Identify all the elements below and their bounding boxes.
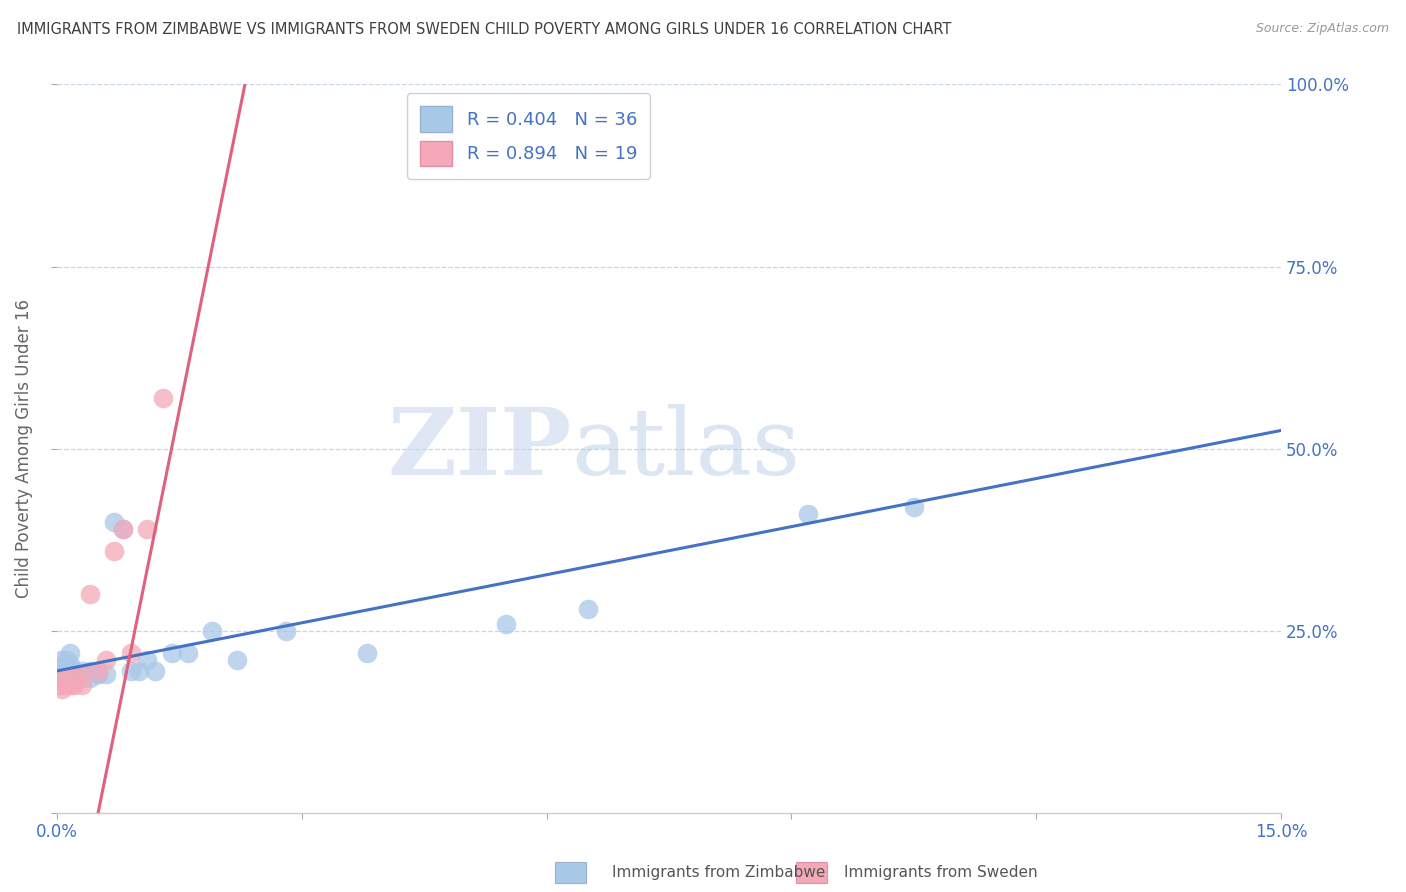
Point [70,671,93,685]
Point [120,646,142,660]
Text: atlas: atlas [571,404,800,493]
Point [201,624,224,638]
Point [136,653,159,667]
Point [136,522,159,536]
Point [55,678,77,692]
Point [576,602,599,616]
Text: Immigrants from Zimbabwe: Immigrants from Zimbabwe [612,865,825,880]
Point [55,671,77,685]
Point [66,667,89,681]
Point [96,653,118,667]
Point [58,678,80,692]
Point [103,515,125,529]
Point [49,653,72,667]
Point [70,678,93,692]
Point [143,664,166,678]
Point [52,664,75,678]
Text: ZIP: ZIP [387,404,571,493]
Point [96,667,118,681]
Point [58,646,80,660]
Point [70,664,93,678]
Point [55,660,77,674]
Point [87,667,110,681]
Point [70,667,93,681]
Point [274,624,297,638]
Text: Immigrants from Sweden: Immigrants from Sweden [844,865,1038,880]
Point [225,653,247,667]
Point [56,664,79,678]
Point [87,667,110,681]
Point [128,664,150,678]
Point [111,522,134,536]
Point [56,674,79,689]
Point [79,671,101,685]
Point [79,664,101,678]
Point [797,507,820,521]
Point [177,646,200,660]
Text: IMMIGRANTS FROM ZIMBABWE VS IMMIGRANTS FROM SWEDEN CHILD POVERTY AMONG GIRLS UND: IMMIGRANTS FROM ZIMBABWE VS IMMIGRANTS F… [17,22,952,37]
Point [103,543,125,558]
Point [62,671,84,685]
Point [111,522,134,536]
Point [49,674,72,689]
Text: Source: ZipAtlas.com: Source: ZipAtlas.com [1256,22,1389,36]
Point [356,646,378,660]
Point [79,587,101,601]
Point [48,660,70,674]
Point [62,664,84,678]
Point [48,678,70,692]
Point [56,653,79,667]
Point [87,664,110,678]
Point [120,664,142,678]
Point [903,500,925,514]
Point [51,667,73,681]
Point [62,678,84,692]
Point [55,671,77,685]
Point [51,681,73,696]
Point [152,391,174,405]
Point [160,646,183,660]
Y-axis label: Child Poverty Among Girls Under 16: Child Poverty Among Girls Under 16 [15,299,32,599]
Point [62,671,84,685]
Legend: R = 0.404   N = 36, R = 0.894   N = 19: R = 0.404 N = 36, R = 0.894 N = 19 [408,94,650,179]
Point [495,616,517,631]
Point [58,657,80,671]
